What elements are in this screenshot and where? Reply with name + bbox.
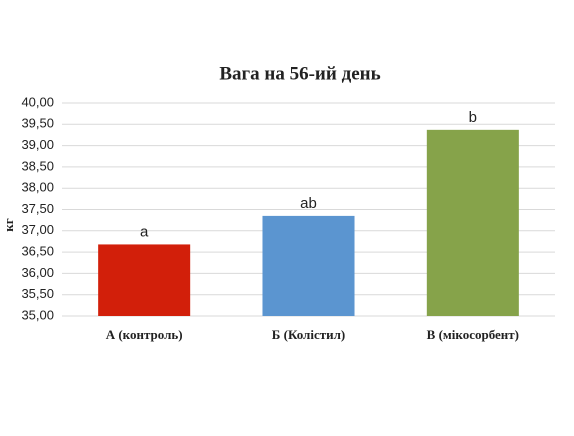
- y-tick-label: 39,00: [21, 137, 54, 152]
- bar-annotation: a: [140, 223, 149, 240]
- y-tick-label: 37,00: [21, 222, 54, 237]
- y-tick-label: 38,50: [21, 158, 54, 173]
- y-tick-label: 37,50: [21, 201, 54, 216]
- y-tick-label: 40,00: [21, 94, 54, 109]
- y-tick-label: 38,00: [21, 180, 54, 195]
- bar: [262, 215, 355, 316]
- bar: [98, 244, 191, 316]
- y-tick-label: 35,50: [21, 286, 54, 301]
- y-axis-label: кг: [1, 218, 16, 231]
- y-tick-label: 35,00: [21, 307, 54, 322]
- y-tick-label: 39,50: [21, 116, 54, 131]
- bar-annotation: ab: [300, 195, 317, 212]
- chart-title: Вага на 56-ий день: [219, 63, 380, 84]
- bar-annotation: b: [469, 109, 477, 126]
- y-tick-label: 36,00: [21, 265, 54, 280]
- x-tick-label: А (контроль): [106, 327, 183, 342]
- bar: [426, 129, 519, 316]
- x-tick-label: В (мікосорбент): [427, 327, 519, 342]
- y-tick-label: 36,50: [21, 244, 54, 259]
- x-tick-label: Б (Колістил): [272, 327, 345, 342]
